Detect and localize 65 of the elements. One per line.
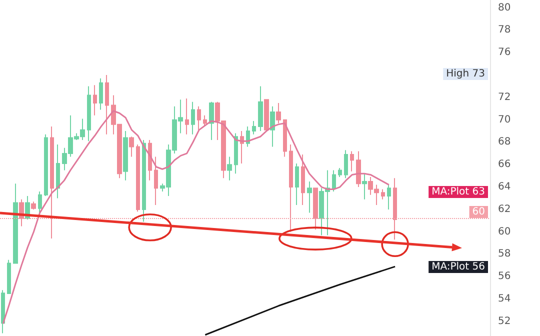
candlestick	[301, 154, 305, 206]
y-tick-label: 64	[498, 182, 511, 193]
candlestick	[191, 101, 195, 135]
candlestick	[227, 156, 232, 181]
y-tick-label: 80	[498, 2, 511, 14]
candlestick	[344, 150, 348, 179]
y-tick-label: 52	[498, 316, 511, 327]
candlestick	[148, 140, 152, 181]
annotation: MA:Plot 63	[432, 186, 486, 198]
y-tick-label: 62	[498, 204, 511, 215]
candlestick	[31, 201, 36, 210]
candlestick	[295, 163, 299, 206]
line-series	[2, 110, 390, 324]
candlestick	[197, 106, 201, 130]
y-tick-label: 60	[498, 226, 511, 238]
candlestick	[44, 134, 48, 196]
candlestick	[234, 132, 238, 174]
candlestick	[362, 173, 367, 200]
candlestick	[50, 126, 54, 240]
candlestick	[283, 119, 287, 158]
y-tick-label: 70	[498, 114, 511, 126]
annotation: High 73	[446, 68, 486, 80]
y-tick-label: 66	[498, 159, 511, 170]
candlestick	[350, 150, 354, 172]
candlestick	[258, 86, 263, 132]
candlestick	[136, 144, 140, 212]
candlestick	[203, 114, 207, 128]
annotation: MA:Plot 56	[432, 262, 486, 272]
candlestick	[387, 184, 391, 210]
candlestick	[1, 290, 5, 334]
y-tick-label: 68	[498, 136, 511, 148]
candlestick	[7, 259, 11, 294]
y-tick-label: 78	[498, 24, 511, 36]
candlestick	[240, 130, 244, 164]
candlestick	[56, 144, 60, 199]
line-series	[204, 266, 396, 336]
candlestick	[209, 101, 214, 140]
y-tick-label: 54	[498, 294, 511, 305]
candlestick	[276, 102, 281, 124]
candlestick	[270, 106, 275, 148]
annotation: 60	[472, 206, 486, 218]
candlestick	[264, 99, 269, 132]
candlestick	[13, 183, 18, 264]
candlestick	[105, 74, 109, 135]
candlestick	[129, 136, 134, 158]
candlestick	[307, 180, 312, 214]
candlestick	[142, 140, 146, 222]
candlestick	[123, 130, 128, 181]
candlestick	[332, 170, 336, 192]
candlestick	[154, 156, 158, 206]
candlestick	[252, 120, 256, 135]
candlestick	[356, 150, 361, 188]
candlestick	[87, 86, 91, 142]
candlestick	[289, 144, 293, 232]
candlestick	[99, 78, 103, 110]
y-tick-label: 58	[498, 248, 511, 260]
y-tick-label: 76	[498, 47, 511, 58]
y-tick-label: 72	[498, 92, 511, 103]
candlestick	[313, 188, 318, 230]
candlestick	[338, 168, 342, 178]
y-tick-label: 56	[498, 271, 511, 282]
candlestick	[185, 98, 189, 135]
candlestick	[93, 84, 97, 116]
candlestick	[381, 188, 385, 200]
candlestick	[393, 178, 397, 240]
